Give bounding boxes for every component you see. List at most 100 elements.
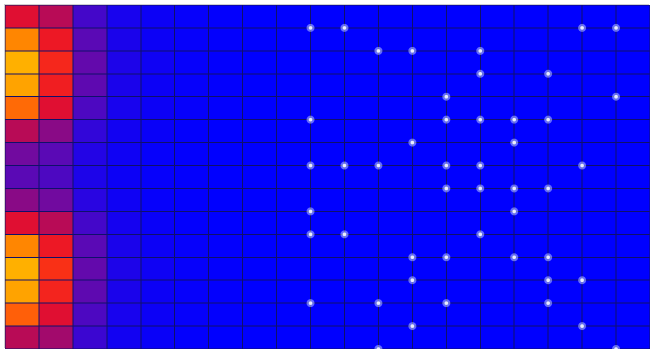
heatmap-cell [38,256,74,281]
heatmap-cell [411,233,447,258]
heatmap-marker [478,49,483,53]
heatmap-cell [377,210,413,235]
heatmap-cell [343,119,379,144]
heatmap-marker [546,117,550,122]
heatmap-marker [512,186,517,191]
heatmap-marker [342,163,347,168]
heatmap-cell [479,5,515,29]
heatmap-cell [513,5,549,29]
heatmap-cell [513,233,549,258]
heatmap-cell [547,96,583,121]
heatmap-cell [547,165,583,189]
heatmap-cell [276,50,312,75]
heatmap-cell [310,119,345,144]
heatmap-cell [377,96,413,121]
heatmap-cell [479,279,515,304]
heatmap-cell [479,119,515,144]
heatmap-cell [38,5,74,29]
heatmap-marker [444,163,449,168]
heatmap-cell [615,233,650,258]
heatmap-cell [174,256,210,281]
heatmap-cell [106,27,142,52]
heatmap-cell [208,210,244,235]
heatmap-cell [615,73,650,98]
heatmap-cell [547,142,583,167]
heatmap-cell [581,302,617,327]
heatmap-cell [615,256,650,281]
heatmap-marker [614,26,618,30]
heatmap-cell [479,187,515,212]
heatmap-cell [140,210,176,235]
heatmap-cell [208,5,244,29]
heatmap-cell [377,50,413,75]
heatmap-marker [512,117,517,122]
heatmap-cell [479,165,515,189]
heatmap-cell [513,73,549,98]
heatmap-cell [445,302,481,327]
heatmap-cell [72,96,108,121]
heatmap-cell [174,5,210,29]
heatmap-cell [513,165,549,189]
heatmap-cell [411,50,447,75]
heatmap-marker [342,232,347,237]
heatmap-cell [242,142,278,167]
heatmap-cell [72,119,108,144]
marker-halo [612,345,621,349]
heatmap-cell [479,142,515,167]
heatmap-cell [140,96,176,121]
heatmap-cell [140,142,176,167]
heatmap-cell [411,187,447,212]
heatmap-cell [445,96,481,121]
heatmap-cell [479,302,515,327]
heatmap-cell [276,302,312,327]
heatmap-cell [411,325,447,349]
heatmap-marker [410,140,415,145]
heatmap-cell [581,142,617,167]
heatmap-cell [242,165,278,189]
heatmap-cell [581,187,617,212]
heatmap-cell [72,165,108,189]
heatmap-cell [445,233,481,258]
heatmap-cell [310,27,345,52]
heatmap-cell [208,142,244,167]
heatmap-cell [72,325,108,349]
heatmap-cell [140,73,176,98]
heatmap-marker [444,94,449,99]
heatmap-cell [445,210,481,235]
heatmap-cell [513,142,549,167]
heatmap-cell [242,325,278,349]
heatmap-cell [445,165,481,189]
heatmap-cell [615,119,650,144]
heatmap-cell [5,187,40,212]
heatmap-cell [377,233,413,258]
heatmap-cell [411,27,447,52]
heatmap-cell [411,73,447,98]
heatmap-marker [614,94,618,99]
heatmap-marker [546,72,550,76]
heatmap-cell [377,142,413,167]
heatmap-cell [72,233,108,258]
heatmap-cell [310,325,345,349]
heatmap-cell [343,279,379,304]
heatmap-cell [5,165,40,189]
heatmap-cell [581,119,617,144]
heatmap-marker [478,232,483,237]
heatmap-cell [106,119,142,144]
heatmap-cell [242,5,278,29]
heatmap-cell [615,27,650,52]
heatmap-cell [479,73,515,98]
heatmap-cell [547,73,583,98]
heatmap-marker [546,255,550,260]
heatmap-marker [410,255,415,260]
heatmap-cell [72,279,108,304]
heatmap-cell [72,187,108,212]
heatmap-cell [343,27,379,52]
heatmap-cell [547,325,583,349]
heatmap-marker [444,117,449,122]
heatmap-cell [208,165,244,189]
heatmap-cell [38,165,74,189]
heatmap-cell [377,256,413,281]
heatmap-cell [242,73,278,98]
heatmap-cell [615,50,650,75]
heatmap-cell [140,279,176,304]
